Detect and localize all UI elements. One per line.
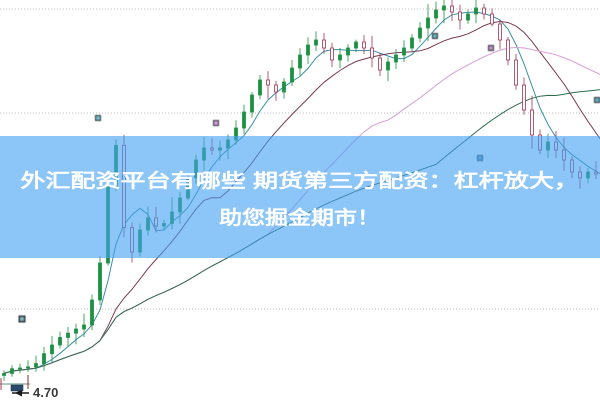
svg-text:4.70: 4.70 [33,385,58,400]
